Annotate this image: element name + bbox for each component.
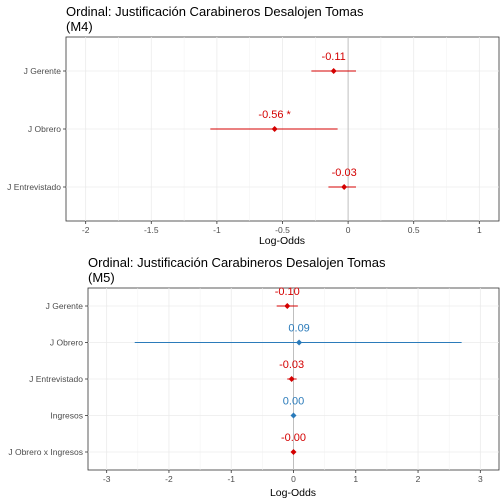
point-estimate — [341, 184, 348, 190]
estimate-label: -0.03 — [279, 359, 304, 371]
x-tick-label: -3 — [103, 474, 111, 484]
x-tick-label: -1 — [227, 474, 235, 484]
x-tick-label: -1 — [213, 225, 221, 235]
x-tick-label: -1.5 — [144, 225, 159, 235]
x-axis-title-m4: Log-Odds — [259, 235, 305, 247]
estimate-label: -0.00 — [281, 432, 306, 444]
x-tick-label: 3 — [478, 474, 483, 484]
y-tick-label: J Gerente — [24, 66, 62, 76]
axes-m5: -3 -2 -1 0 1 2 3 J Gerente J Obrero J Entrevistad… — [8, 301, 483, 484]
y-tick-label: J Entrevistado — [29, 374, 83, 384]
estimate-label: -0.56 * — [258, 109, 291, 121]
y-tick-label: J Obrero — [50, 338, 83, 348]
point-estimate — [330, 68, 337, 74]
marks-m4: -0.11 -0.56 * -0.03 — [210, 51, 357, 190]
y-tick-label: Ingresos — [50, 411, 83, 421]
point-estimate — [271, 126, 278, 132]
marks-m5: -0.10 0.09 -0.03 0.00 -0.00 — [134, 286, 462, 455]
point-estimate — [288, 376, 295, 382]
estimate-label: -0.03 — [332, 167, 357, 179]
chart-title-m4-line2: (M4) — [66, 19, 93, 34]
panel-m4: Ordinal: Justificación Carabineros Desal… — [7, 4, 500, 247]
point-estimate — [290, 412, 297, 419]
panel-m5: Ordinal: Justificación Carabineros Desal… — [8, 255, 500, 499]
chart-title-m5-line2: (M5) — [88, 270, 115, 285]
x-tick-label: 0.5 — [408, 225, 420, 235]
point-estimate — [290, 449, 297, 455]
estimate-label: -0.10 — [275, 286, 300, 298]
x-tick-label: -0.5 — [275, 225, 290, 235]
x-tick-label: 0 — [346, 225, 351, 235]
point-estimate — [296, 339, 303, 346]
x-tick-label: -2 — [165, 474, 173, 484]
x-tick-label: -2 — [82, 225, 90, 235]
point-estimate — [284, 303, 291, 309]
estimate-label: -0.11 — [322, 51, 346, 63]
axes-m4: -2 -1.5 -1 -0.5 0 0.5 1 J Gerente J Obrero J Entr… — [7, 66, 482, 235]
y-tick-label: J Gerente — [46, 301, 84, 311]
chart-title-m5-line1: Ordinal: Justificación Carabineros Desal… — [88, 255, 386, 270]
x-tick-label: 1 — [353, 474, 358, 484]
estimate-label: 0.09 — [288, 323, 309, 335]
y-tick-label: J Obrero — [28, 124, 61, 134]
y-tick-label: J Entrevistado — [7, 182, 61, 192]
x-axis-title-m5: Log-Odds — [270, 487, 316, 499]
x-tick-label: 1 — [477, 225, 482, 235]
estimate-label: 0.00 — [283, 396, 304, 408]
chart-title-m4-line1: Ordinal: Justificación Carabineros Desal… — [66, 4, 364, 19]
y-tick-label: J Obrero x Ingresos — [8, 447, 83, 457]
x-tick-label: 0 — [291, 474, 296, 484]
x-tick-label: 2 — [416, 474, 421, 484]
